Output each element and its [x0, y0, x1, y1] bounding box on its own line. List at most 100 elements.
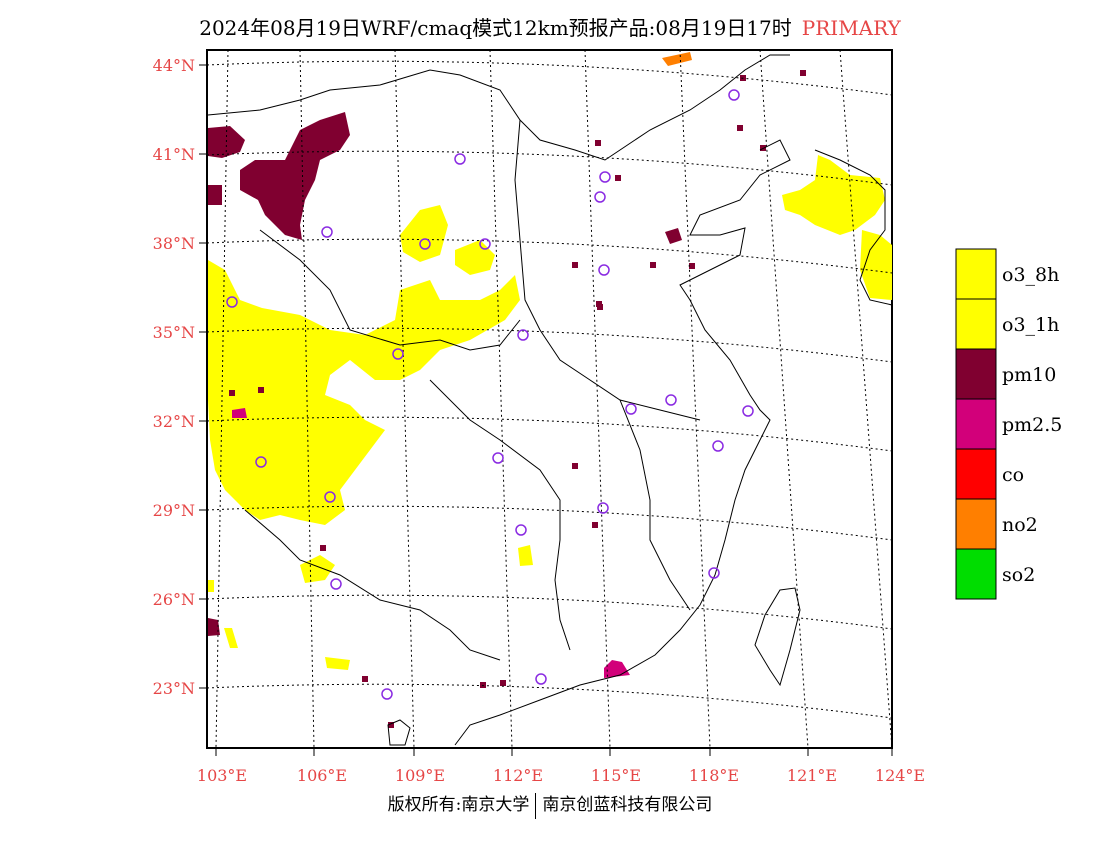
- station-marker: [321, 226, 333, 238]
- station-marker: [392, 348, 404, 360]
- station-marker: [599, 171, 611, 183]
- legend-swatch-o31h: [955, 298, 997, 350]
- station-marker: [255, 456, 267, 468]
- meridian-118: [679, 49, 711, 749]
- meridian-112: [489, 49, 513, 749]
- no2-region-north: [662, 52, 692, 66]
- legend-label-pm10: pm10: [1002, 364, 1056, 386]
- lat-label-44: 44°N: [153, 56, 195, 75]
- pm25-region-sichuan: [232, 408, 247, 418]
- lon-label-112: 112°E: [493, 766, 543, 785]
- station-marker: [742, 405, 754, 417]
- legend-label-no2: no2: [1002, 514, 1038, 536]
- province-line-2: [244, 509, 501, 661]
- lat-label-32: 32°N: [153, 412, 195, 431]
- legend-swatch-pm25: [955, 398, 997, 450]
- pm10-region-yunnan-edge: [208, 618, 220, 636]
- legend-swatch-no2: [955, 498, 997, 550]
- pm10-region-northwest: [208, 126, 245, 158]
- province-line-3: [514, 119, 701, 421]
- china-coastline: [454, 139, 791, 746]
- pm10-cell: [597, 304, 603, 310]
- pm10-cell: [592, 522, 598, 528]
- meridian-124: [839, 49, 893, 749]
- pm10-cell: [595, 140, 601, 146]
- lat-label-23: 23°N: [153, 679, 195, 698]
- lat-label-29: 29°N: [153, 501, 195, 520]
- legend-swatch-so2: [955, 548, 997, 600]
- northern-border: [207, 54, 790, 161]
- meridian-109: [394, 49, 415, 749]
- o3-region-guangxi: [325, 657, 350, 670]
- legend-swatch-pm10: [955, 348, 997, 400]
- pm10-cell: [388, 722, 394, 728]
- lat-label-38: 38°N: [153, 234, 195, 253]
- station-marker: [665, 394, 677, 406]
- station-marker: [594, 191, 606, 203]
- lat-label-26: 26°N: [153, 590, 195, 609]
- lon-label-115: 115°E: [591, 766, 641, 785]
- lat-labels: 44°N 41°N 38°N 35°N 32°N 29°N 26°N 23°N: [153, 56, 195, 698]
- footer-separator: [535, 792, 537, 819]
- pm10-cell: [650, 262, 656, 268]
- station-marker: [625, 403, 637, 415]
- pm10-cell: [362, 676, 368, 682]
- pm10-cell: [615, 175, 621, 181]
- pm10-cell: [737, 125, 743, 131]
- station-marker: [479, 238, 491, 250]
- pm10-cell: [258, 387, 264, 393]
- station-markers: [226, 89, 754, 700]
- station-marker: [419, 238, 431, 250]
- station-marker: [535, 673, 547, 685]
- o3-region-hunan: [518, 545, 533, 566]
- station-marker: [226, 296, 238, 308]
- meridian-106: [299, 49, 315, 749]
- station-marker: [381, 688, 393, 700]
- province-line-5: [619, 399, 691, 611]
- lon-label-106: 106°E: [297, 766, 347, 785]
- title-text: 2024年08月19日WRF/cmaq模式12km预报产品:08月19日17时: [199, 16, 792, 40]
- lon-label-103: 103°E: [197, 766, 247, 785]
- lat-label-35: 35°N: [153, 323, 195, 342]
- station-marker: [597, 502, 609, 514]
- legend-swatch-co: [955, 448, 997, 500]
- lon-label-109: 109°E: [395, 766, 445, 785]
- legend: o3_8h o3_1h pm10 pm2.5 co no2 so2: [955, 248, 1062, 600]
- taiwan: [754, 587, 801, 687]
- station-marker: [598, 264, 610, 276]
- legend-label-o38h: o3_8h: [1002, 264, 1059, 286]
- pm10-cell: [500, 680, 506, 686]
- pm10-region-hebei: [665, 228, 682, 244]
- pm10-region-northwest-2: [208, 185, 222, 205]
- station-marker: [517, 329, 529, 341]
- o3-region-shaanxi: [400, 205, 448, 262]
- station-marker: [708, 567, 720, 579]
- boundary-lines: [207, 54, 893, 746]
- lon-label-121: 121°E: [787, 766, 837, 785]
- pm10-cell: [800, 70, 806, 76]
- lon-ticks: [215, 748, 893, 756]
- province-line-4: [429, 379, 571, 651]
- pm10-cell: [572, 463, 578, 469]
- o3-region-korea: [782, 155, 885, 235]
- pm10-region-inner-mongolia: [240, 112, 350, 240]
- lat-ticks: [199, 64, 207, 689]
- meridian-115: [584, 49, 611, 749]
- station-marker: [324, 491, 336, 503]
- pm10-cell: [572, 262, 578, 268]
- copyright-footer: 版权所有:南京大学 南京创蓝科技有限公司: [0, 790, 1100, 819]
- station-marker: [712, 440, 724, 452]
- legend-swatch-o38h: [955, 248, 997, 300]
- lat-label-41: 41°N: [153, 145, 195, 164]
- pm10-cell: [229, 390, 235, 396]
- station-marker: [728, 89, 740, 101]
- pm10-cell: [320, 545, 326, 551]
- lon-label-118: 118°E: [689, 766, 739, 785]
- province-line-1: [259, 229, 521, 351]
- meridian-103: [215, 49, 229, 749]
- pm10-cell: [480, 682, 486, 688]
- station-marker: [515, 524, 527, 536]
- title-primary-tag: PRIMARY: [801, 16, 901, 40]
- station-marker: [330, 578, 342, 590]
